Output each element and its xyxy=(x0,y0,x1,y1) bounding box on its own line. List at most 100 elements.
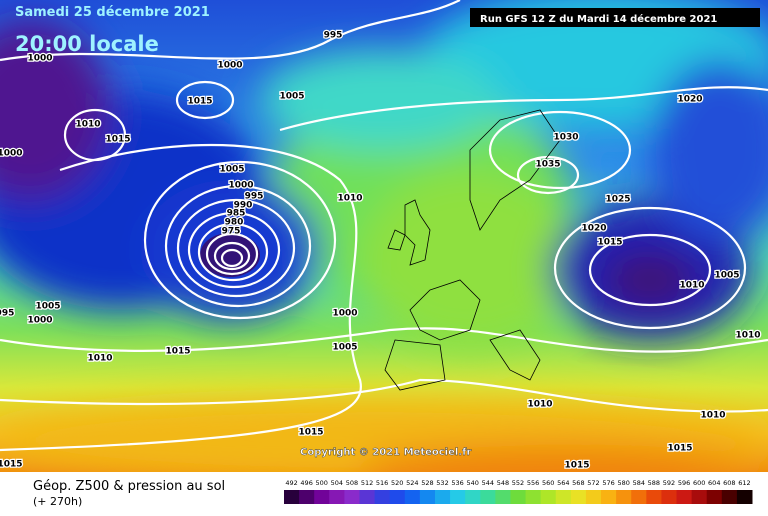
isobar-label: 975 xyxy=(222,227,241,237)
isobar-label: 1015 xyxy=(165,347,190,357)
isobar-label: 1000 xyxy=(27,316,52,326)
scale-swatch xyxy=(419,490,436,504)
scale-label: 536 xyxy=(451,479,463,487)
isobar-label: 1005 xyxy=(219,165,244,175)
scale-label: 564 xyxy=(557,479,569,487)
scale-label: 532 xyxy=(436,479,448,487)
scale-label: 588 xyxy=(648,479,660,487)
isobar-label: 1030 xyxy=(553,133,578,143)
copyright: Copyright © 2021 Meteociel.fr xyxy=(300,447,471,458)
scale-label: 560 xyxy=(542,479,554,487)
time-label: 20:00 locale xyxy=(15,32,159,56)
isobar-label: 1015 xyxy=(298,428,323,438)
scale-label: 500 xyxy=(316,479,328,487)
isobar-label: 1000 xyxy=(228,181,253,191)
isobar-labels: 9951000100010051015101010151000102010301… xyxy=(0,29,762,472)
scale-label: 608 xyxy=(723,479,735,487)
scale-swatch xyxy=(299,490,315,504)
scale-swatch xyxy=(736,490,753,504)
isobar-label: 1005 xyxy=(332,343,357,353)
isobar-label: 1010 xyxy=(679,281,704,291)
scale-swatch xyxy=(555,490,572,504)
scale-swatch xyxy=(359,490,376,504)
scale-label: 512 xyxy=(361,479,373,487)
scale-label: 556 xyxy=(527,479,539,487)
isobar-label: 1010 xyxy=(87,354,112,364)
isobar-label: 1010 xyxy=(337,194,362,204)
scale-label: 524 xyxy=(406,479,418,487)
scale-swatch xyxy=(661,490,678,504)
scale-swatch xyxy=(434,490,451,504)
isobar-label: 1020 xyxy=(581,224,606,234)
isobar-label: 1010 xyxy=(527,400,552,410)
isobar-label: 1015 xyxy=(105,135,130,145)
scale-swatch xyxy=(404,490,421,504)
footer-lead: (+ 270h) xyxy=(33,495,82,508)
scale-label: 544 xyxy=(482,479,494,487)
scale-swatch xyxy=(631,490,647,504)
scale-swatch xyxy=(585,490,602,504)
scale-swatch xyxy=(314,490,330,504)
scale-swatch xyxy=(540,490,557,504)
scale-swatch xyxy=(721,490,738,504)
isobar-label: 995 xyxy=(0,309,14,319)
scale-label: 600 xyxy=(693,479,705,487)
scale-swatch xyxy=(525,490,542,504)
scale-label: 592 xyxy=(663,479,675,487)
scale-swatch xyxy=(676,490,693,504)
isobar-label: 1000 xyxy=(0,149,23,159)
scale-swatch xyxy=(495,490,511,504)
scale-swatch xyxy=(450,490,466,504)
scale-swatch xyxy=(646,490,662,504)
isobar-label: 995 xyxy=(324,31,343,41)
scale-swatch xyxy=(389,490,406,504)
scale-label: 540 xyxy=(466,479,478,487)
field: 9951000100010051015101010151000102010301… xyxy=(0,0,768,472)
date-label: Samedi 25 décembre 2021 xyxy=(15,5,210,20)
scale-swatch xyxy=(570,490,587,504)
scale-label: 496 xyxy=(300,479,312,487)
isobar-label: 1015 xyxy=(667,444,692,454)
isobar-label: 1015 xyxy=(597,238,622,248)
isobar-label: 1035 xyxy=(535,160,560,170)
isobar-label: 1000 xyxy=(332,309,357,319)
isobar-label: 1010 xyxy=(75,120,100,130)
scale-label: 584 xyxy=(633,479,645,487)
scale-swatch xyxy=(691,490,708,504)
scale-swatch xyxy=(374,490,391,504)
scale-label: 572 xyxy=(587,479,599,487)
isobar-label: 1020 xyxy=(677,95,702,105)
isobar-label: 980 xyxy=(225,218,244,228)
isobar-label: 1000 xyxy=(217,61,242,71)
scale-swatch xyxy=(616,490,632,504)
scale-label: 508 xyxy=(346,479,358,487)
scale-label: 552 xyxy=(512,479,524,487)
scale-swatch xyxy=(465,490,481,504)
scale-swatch xyxy=(510,490,527,504)
isobar-label: 1015 xyxy=(0,460,23,470)
isobar-label: 1010 xyxy=(735,331,760,341)
isobar-label: 985 xyxy=(227,209,246,219)
isobar-label: 1005 xyxy=(35,302,60,312)
scale-label: 568 xyxy=(572,479,584,487)
run-label: Run GFS 12 Z du Mardi 14 décembre 2021 xyxy=(480,13,717,25)
isobar-label: 1015 xyxy=(187,97,212,107)
scale-swatch xyxy=(284,490,300,504)
scale-swatch xyxy=(344,490,360,504)
isobar-label: 995 xyxy=(245,192,264,202)
scale-label: 548 xyxy=(497,479,509,487)
isobars xyxy=(0,0,768,450)
scale-swatch xyxy=(329,490,345,504)
footer-title: Géop. Z500 & pression au sol xyxy=(33,479,225,494)
isobar-label: 1010 xyxy=(700,411,725,421)
scale-label: 596 xyxy=(678,479,690,487)
scale-label: 520 xyxy=(391,479,403,487)
scale-label: 492 xyxy=(285,479,297,487)
run-box xyxy=(470,8,760,27)
color-scale: 492 496 500 504 508 512 516 520 524 528 532 536 540 5… xyxy=(284,479,753,504)
scale-label: 528 xyxy=(421,479,433,487)
isobar-label: 1000 xyxy=(27,54,52,64)
isobar-label: 1005 xyxy=(279,92,304,102)
